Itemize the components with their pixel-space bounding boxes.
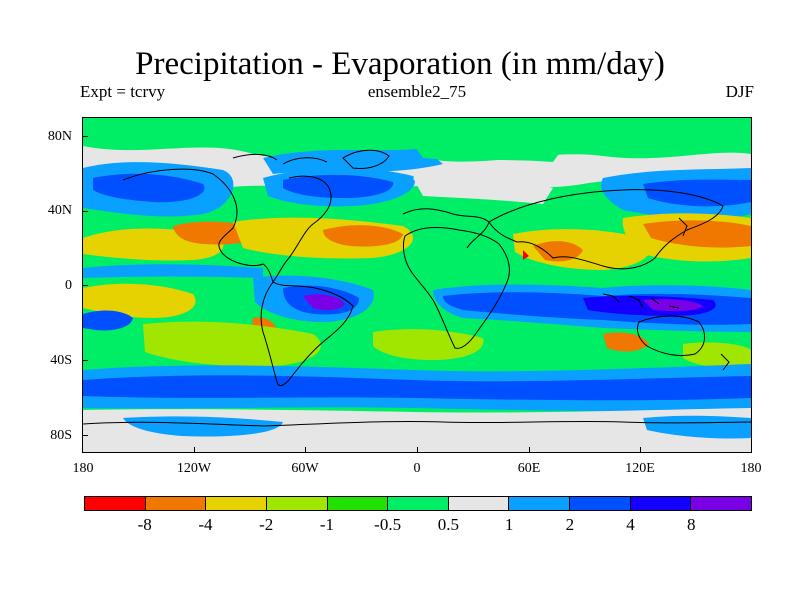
colorbar-swatch [266,497,328,510]
colorbar-label: -0.5 [374,515,402,534]
south-pacific-light-green [143,321,321,367]
south-pacific-yellow [83,283,196,318]
lon-label-60w: 60W [291,461,319,476]
colorbar-swatch [570,497,631,510]
colorbar-swatch [691,497,752,510]
lon-label-0: 0 [413,461,421,476]
south-america-outline [260,281,354,387]
colorbar-swatch [206,497,267,510]
lon-label-120w: 120W [176,461,212,476]
north-pacific-west-blue [643,179,751,207]
lon-tick [640,447,641,453]
pacific-itcz-light [83,264,263,278]
arabian-orange [533,241,583,262]
precipitation-map [82,117,752,453]
new-zealand [720,353,730,371]
arctic-green-patch [413,138,563,162]
colorbar-label: 2 [565,515,575,534]
eurasia-grey-patch [413,176,553,204]
north-america-east-coast [272,175,332,283]
antarctica-coast [83,420,751,427]
europe-coast [402,208,490,249]
colorbar-label: -1 [319,515,334,534]
lat-tick [82,136,88,137]
colorbar-swatch [145,497,207,510]
lat-tick [82,285,88,286]
lat-label-40s: 40S [50,353,72,368]
lon-label-120e: 120E [625,461,655,476]
lon-tick [305,447,306,453]
asia-outline [488,189,724,270]
arctic-islands [232,153,328,165]
arctic-blue-patch [263,148,443,174]
japan [678,217,688,237]
south-indian-orange [603,332,649,352]
lon-label-60e: 60E [517,461,541,476]
lon-tick [751,447,752,453]
lat-tick [82,360,88,361]
experiment-label: Expt = tcrvy [80,82,166,101]
coastlines [83,149,751,427]
amazon-purple [303,294,345,311]
plot-title: Precipitation - Evaporation (in mm/day) [135,46,665,82]
west-pacific-orange [643,220,751,248]
ensemble-label: ensemble2_75 [367,82,467,101]
colorbar-swatch [509,497,571,510]
colorbar-swatch [327,497,389,510]
lon-tick [194,447,195,453]
antarctic-blue-patch-east [643,415,751,439]
lon-tick [82,447,83,453]
lat-tick [82,435,88,436]
antarctica-grey [83,408,751,452]
colorbar [84,496,752,511]
colorbar-label: -4 [198,515,213,534]
lat-tick [82,211,88,212]
lon-label-180e: 180 [740,461,762,476]
maritime-continent-purple [643,299,703,312]
lat-label-80n: 80N [47,129,72,144]
lon-label-180w: 180 [72,461,94,476]
lon-tick [529,447,530,453]
colorbar-label: 8 [687,515,696,534]
north-america-west-coast [122,168,274,283]
colorbar-swatch [630,497,692,510]
spcz-blue [83,310,133,331]
colorbar-label: 1 [504,515,514,534]
colorbar-swatch [388,497,449,510]
lat-label-40n: 40N [47,203,72,218]
colorbar-label: 4 [626,515,635,534]
north-pacific-blue [93,173,205,203]
colorbar-swatch [85,497,146,510]
colorbar-label: -2 [259,515,274,534]
southern-ocean-blue [83,375,751,401]
south-atlantic-light-green [373,329,484,360]
red-spot-arabia [523,250,529,260]
africa-outline [403,227,510,349]
lat-label-80s: 80S [50,428,72,443]
map-canvas [83,118,751,452]
lat-label-equator: 0 [65,278,72,293]
colorbar-swatch [448,497,510,510]
australia-outline [636,315,705,357]
north-atlantic-blue [283,174,394,198]
colorbar-label: -8 [137,515,152,534]
greenland-outline [342,149,390,169]
antarctic-blue-patch [123,416,283,437]
colorbar-label: 0.5 [437,515,459,534]
lon-tick [417,447,418,453]
north-atlantic-dry-orange [323,225,403,247]
season-label: DJF [725,82,754,101]
indonesia-islands [602,293,680,309]
